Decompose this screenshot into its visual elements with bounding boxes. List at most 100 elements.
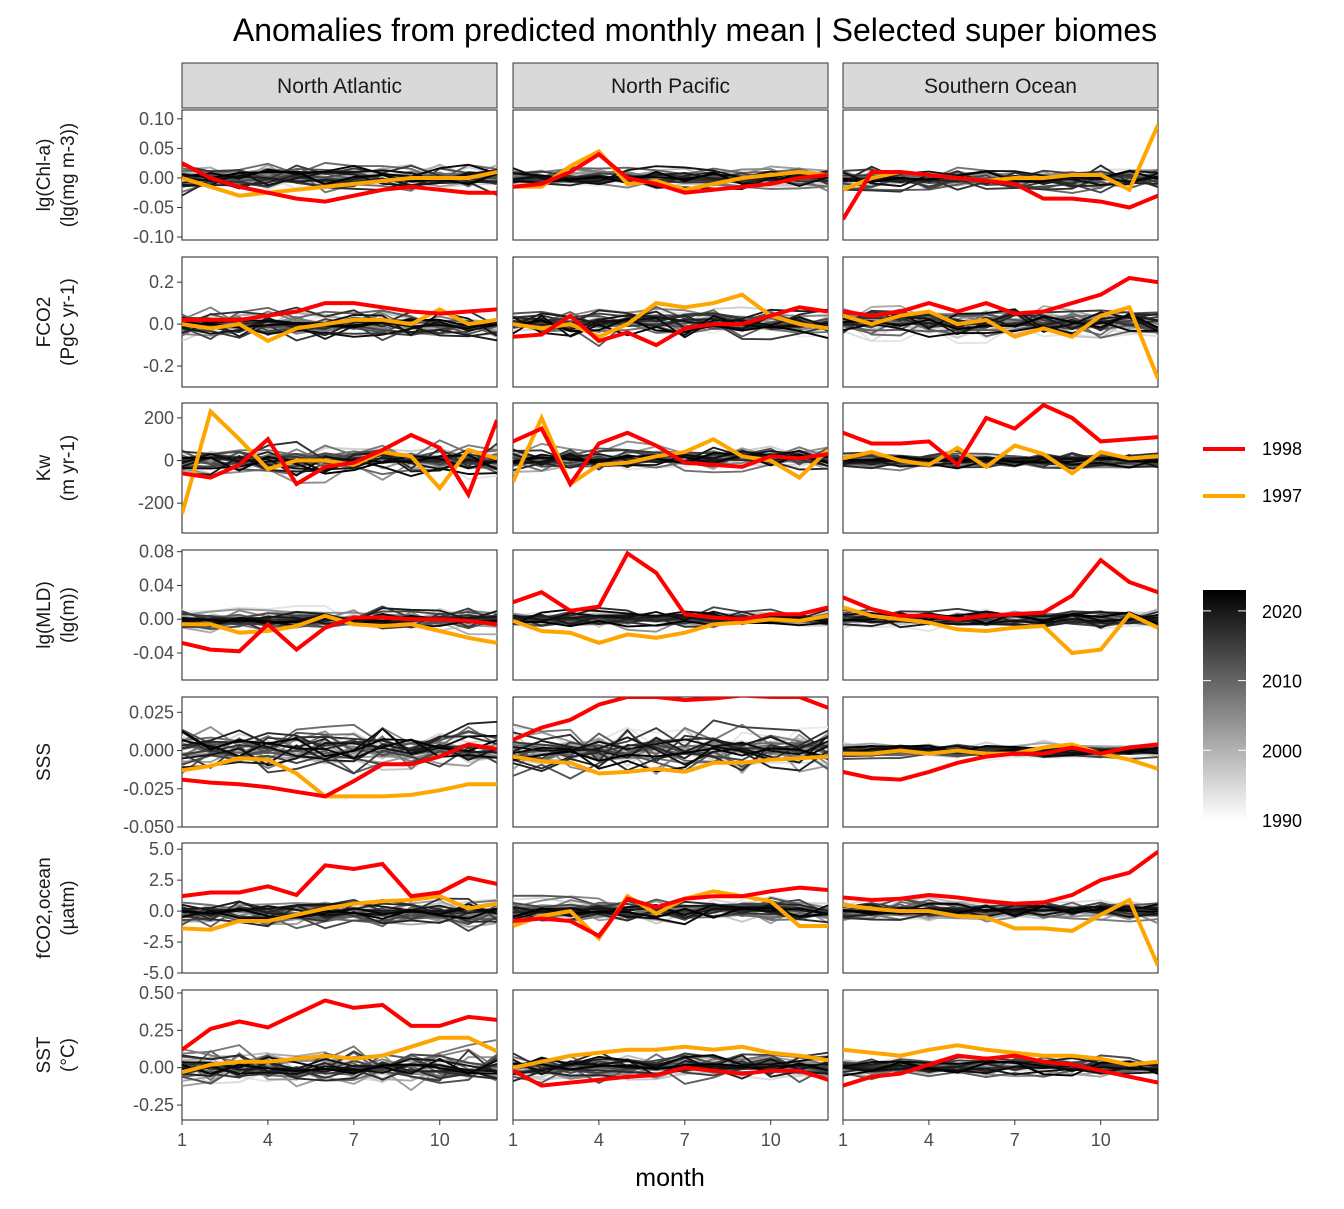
colorbar-label: 2010 — [1262, 672, 1302, 692]
series-line-1998 — [182, 742, 497, 799]
facet-strip-label: North Atlantic — [277, 75, 402, 98]
y-tick-label: 0.2 — [149, 272, 174, 292]
series-line-background-year — [513, 1054, 828, 1070]
series-line-background-year — [513, 1054, 828, 1078]
series-line-1998 — [182, 161, 497, 204]
series-line-1998 — [182, 998, 497, 1052]
y-tick-label: 0.00 — [139, 1058, 174, 1078]
x-tick-label: 10 — [761, 1130, 781, 1150]
series-line-1997 — [182, 170, 497, 198]
panel-lines — [513, 1044, 828, 1088]
row-label-units: (µatm) — [58, 880, 79, 935]
facet-grid: North Atlantic North Pacific Southern Ocea… — [34, 62, 1159, 1150]
series-line-1997 — [182, 1035, 497, 1075]
series-line-1997 — [513, 754, 828, 776]
y-tick-label: -0.050 — [123, 817, 174, 837]
series-line-background-year — [843, 905, 1158, 917]
y-tick-label: 2.5 — [149, 870, 174, 890]
panel-lines — [182, 861, 497, 932]
y-tick-label: 0.10 — [139, 109, 174, 129]
series-line-1997 — [513, 1044, 828, 1070]
series-line-1997 — [843, 897, 1158, 967]
y-tick-label: -200 — [138, 493, 174, 513]
panel-lines — [182, 720, 497, 799]
y-tick-label: 0.50 — [139, 983, 174, 1003]
panel-lines — [513, 697, 828, 780]
series-line-background-year — [513, 747, 828, 762]
series-line-background-year — [843, 1061, 1158, 1077]
series-line-1998 — [843, 1053, 1158, 1088]
series-line-1998 — [843, 742, 1158, 782]
y-tick-label: -2.5 — [143, 932, 174, 952]
panel-lines — [182, 407, 497, 515]
panel-lines — [513, 885, 828, 942]
y-tick-label: 0.08 — [139, 542, 174, 562]
y-tick-label: -0.2 — [143, 356, 174, 376]
x-tick-label: 7 — [349, 1130, 359, 1150]
series-line-background-year — [843, 455, 1158, 464]
row-label-units: (°C) — [58, 1038, 79, 1072]
x-tick-label: 1 — [838, 1130, 848, 1150]
y-tick-label: 0.000 — [129, 741, 174, 761]
series-line-background-year — [843, 745, 1158, 756]
series-line-background-year — [182, 907, 497, 920]
panel-lines — [182, 604, 497, 654]
series-line-background-year — [843, 314, 1158, 330]
series-line-background-year — [513, 744, 828, 772]
panel-lines — [513, 412, 828, 488]
panel-lines — [513, 292, 828, 348]
x-tick-label: 1 — [177, 1130, 187, 1150]
panel-lines — [513, 148, 828, 195]
panel-lines — [513, 550, 828, 646]
x-axis-title: month — [635, 1164, 704, 1192]
series-line-1998 — [843, 850, 1158, 906]
panel-lines — [843, 1043, 1158, 1088]
series-line-1998 — [513, 426, 828, 488]
series-line-1997 — [513, 292, 828, 339]
row-label: SST — [34, 1036, 55, 1073]
series-line-background-year — [513, 317, 828, 340]
series-line-background-year — [182, 319, 497, 342]
series-line-1998 — [182, 419, 497, 500]
y-tick-label: -0.025 — [123, 779, 174, 799]
series-line-1997 — [843, 443, 1158, 476]
colorbar — [1203, 590, 1246, 820]
row-label-units: (PgC yr-1) — [58, 278, 79, 366]
series-line-background-year — [182, 1063, 497, 1075]
y-tick-label: -0.10 — [133, 227, 174, 247]
series-line-background-year — [513, 735, 828, 759]
series-line-1998 — [843, 557, 1158, 622]
x-tick-label: 4 — [924, 1130, 934, 1150]
series-line-background-year — [182, 1049, 497, 1082]
panel-lines — [843, 123, 1158, 221]
series-line-1998 — [843, 170, 1158, 221]
series-line-background-year — [513, 1052, 828, 1071]
legend-label-1997: 1997 — [1262, 486, 1302, 506]
series-line-background-year — [182, 733, 497, 759]
facet-strip — [842, 62, 1159, 109]
y-tick-label: -0.25 — [133, 1095, 174, 1115]
facet-strip-label: North Pacific — [611, 75, 730, 98]
series-line-background-year — [513, 738, 828, 756]
x-tick-label: 7 — [1010, 1130, 1020, 1150]
series-line-background-year — [182, 318, 497, 329]
panel-lines — [182, 998, 497, 1092]
colorbar-label: 2020 — [1262, 602, 1302, 622]
chart-title: Anomalies from predicted monthly mean | … — [233, 12, 1157, 48]
panel-lines — [843, 403, 1158, 476]
series-line-background-year — [843, 1054, 1158, 1073]
series-line-1998 — [513, 151, 828, 195]
series-line-background-year — [182, 1038, 497, 1072]
series-line-background-year — [843, 312, 1158, 331]
series-line-background-year — [182, 720, 497, 761]
row-label: fCO2,ocean — [34, 857, 55, 958]
y-tick-label: 0.0 — [149, 314, 174, 334]
y-tick-label: 200 — [144, 408, 174, 428]
series-line-background-year — [843, 613, 1158, 629]
x-tick-label: 10 — [1091, 1130, 1111, 1150]
series-line-1998 — [513, 550, 828, 622]
series-line-background-year — [843, 320, 1158, 338]
series-line-1997 — [513, 889, 828, 942]
y-tick-label: 0.00 — [139, 609, 174, 629]
row-label-units: (m yr-1) — [58, 435, 79, 501]
